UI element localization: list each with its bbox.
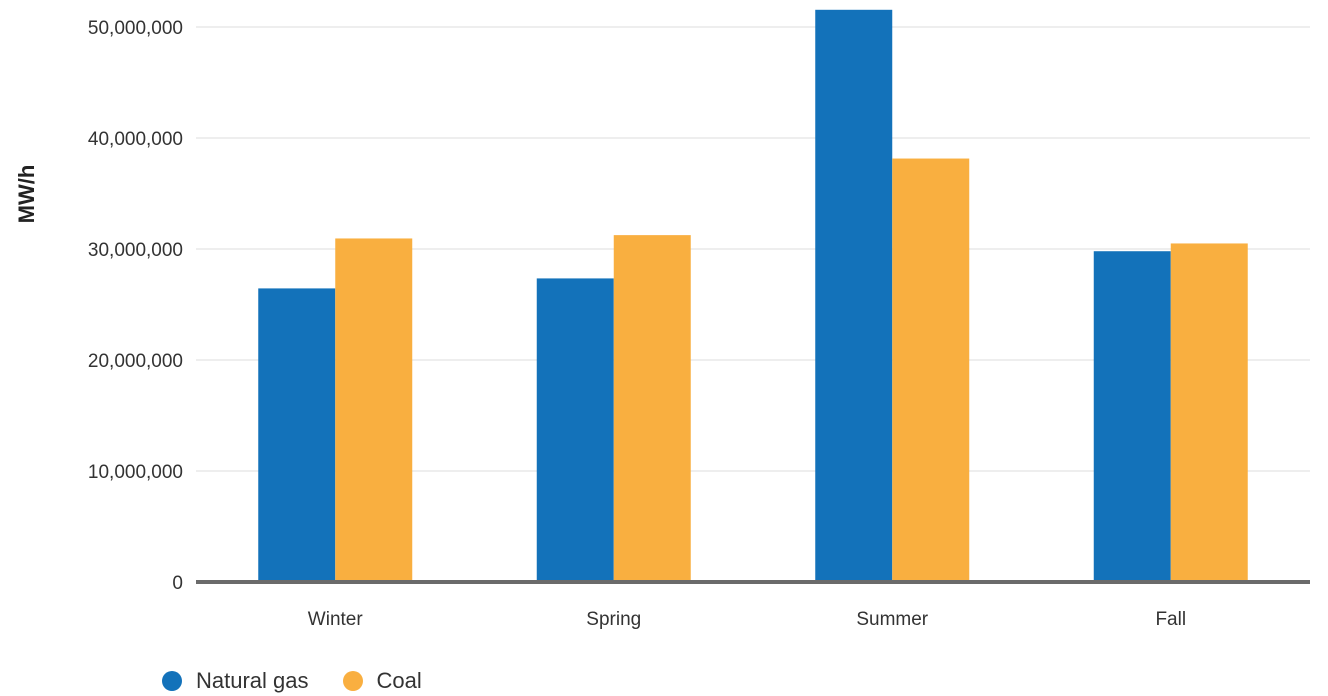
bar-coal-summer (892, 158, 970, 582)
legend-label-coal: Coal (376, 668, 422, 693)
bar-natural-gas-winter (258, 288, 336, 582)
y-axis-label: MW/h (14, 165, 39, 224)
legend-swatch-natural-gas (162, 671, 182, 691)
bar-coal-fall (1170, 243, 1248, 582)
y-axis-ticks: 0 10,000,000 20,000,000 30,000,000 40,000,00… (88, 18, 183, 594)
y-tick-label: 30,000,000 (88, 240, 183, 261)
bar-natural-gas-summer (815, 9, 893, 583)
y-tick-label: 10,000,000 (88, 462, 183, 483)
x-tick-label: Winter (308, 609, 364, 630)
y-tick-label: 0 (172, 573, 183, 594)
bar-natural-gas-spring (536, 278, 614, 582)
x-tick-label: Spring (586, 609, 641, 630)
y-tick-label: 20,000,000 (88, 351, 183, 372)
bar-coal-spring (613, 235, 691, 582)
x-tick-label: Summer (856, 609, 928, 630)
y-tick-label: 40,000,000 (88, 129, 183, 150)
y-tick-label: 50,000,000 (88, 18, 183, 39)
bar-natural-gas-fall (1093, 251, 1171, 582)
x-tick-label: Fall (1155, 609, 1186, 630)
bars (258, 9, 1248, 583)
legend-item-natural-gas: Natural gas (162, 668, 309, 694)
legend-swatch-coal (342, 671, 363, 691)
legend: Natural gas Coal (162, 668, 456, 694)
legend-label-natural-gas: Natural gas (196, 668, 309, 693)
x-axis-ticks: Winter Spring Summer Fall (308, 609, 1186, 630)
bar-coal-winter (335, 238, 413, 582)
legend-item-coal: Coal (342, 668, 422, 694)
